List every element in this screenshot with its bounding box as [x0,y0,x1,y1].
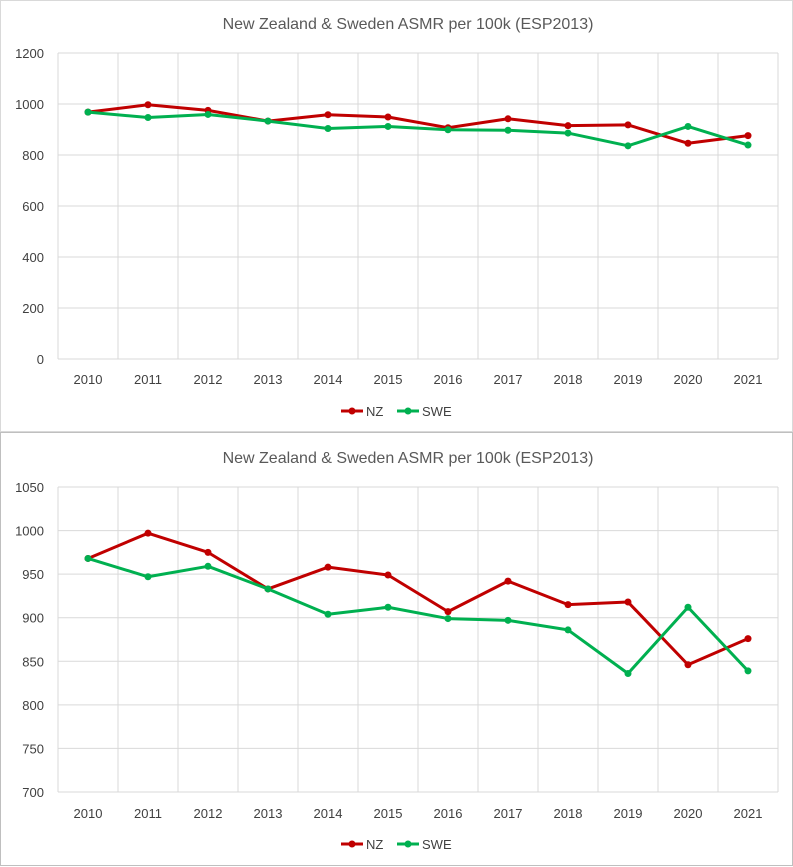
y-tick-label: 400 [22,250,44,265]
data-point-swe [144,114,152,122]
data-point-nz [204,548,212,556]
x-tick-label: 2019 [614,806,643,821]
y-tick-label: 0 [37,352,44,367]
legend-label-swe: SWE [422,837,452,852]
y-tick-label: 200 [22,301,44,316]
x-tick-label: 2012 [194,806,223,821]
chart-title: New Zealand & Sweden ASMR per 100k (ESP2… [223,450,594,467]
y-tick-label: 1200 [15,46,44,61]
data-point-nz [504,577,512,585]
y-tick-label: 1050 [15,480,44,495]
data-point-nz [384,113,392,121]
legend-label-swe: SWE [422,404,452,419]
data-point-swe [624,142,632,150]
data-point-nz [144,101,152,109]
x-tick-label: 2019 [614,372,643,387]
x-tick-label: 2014 [314,806,343,821]
chart-top: New Zealand & Sweden ASMR per 100k (ESP2… [15,16,779,419]
x-tick-label: 2016 [434,372,463,387]
y-tick-label: 700 [22,785,44,800]
y-tick-label: 1000 [15,524,44,539]
x-tick-label: 2020 [674,806,703,821]
x-tick-label: 2021 [734,806,763,821]
data-point-swe [324,124,332,132]
y-tick-label: 750 [22,741,44,756]
x-tick-label: 2015 [374,806,403,821]
data-point-swe [744,667,752,675]
x-tick-label: 2017 [494,372,523,387]
data-point-swe [204,562,212,570]
chart-bottom: New Zealand & Sweden ASMR per 100k (ESP2… [15,450,779,852]
data-point-nz [684,661,692,669]
data-point-nz [444,608,452,616]
data-point-swe [204,110,212,118]
series-line-swe [86,110,750,148]
x-tick-label: 2010 [74,372,103,387]
legend-marker-nz [348,840,356,848]
data-point-swe [324,610,332,618]
data-point-nz [324,563,332,571]
data-point-swe [564,626,572,634]
data-point-nz [144,529,152,537]
x-tick-label: 2018 [554,806,583,821]
x-tick-label: 2016 [434,806,463,821]
data-point-swe [264,117,272,125]
series-line-swe [86,556,750,675]
x-tick-label: 2011 [134,806,162,821]
x-tick-label: 2011 [134,372,162,387]
y-tick-label: 1000 [15,97,44,112]
data-point-swe [84,108,92,116]
data-point-nz [324,111,332,119]
data-point-swe [624,669,632,677]
data-point-nz [744,635,752,643]
data-point-swe [84,554,92,562]
data-point-nz [624,598,632,606]
data-point-swe [444,615,452,623]
data-point-swe [444,126,452,134]
legend-marker-swe [404,407,412,415]
data-point-swe [264,585,272,593]
y-tick-label: 900 [22,611,44,626]
y-tick-label: 950 [22,567,44,582]
series-line-nz [86,531,750,667]
data-point-nz [744,132,752,140]
x-tick-label: 2015 [374,372,403,387]
legend-label-nz: NZ [366,837,383,852]
x-tick-label: 2013 [254,372,283,387]
data-point-swe [144,573,152,581]
chart-panel-top: New Zealand & Sweden ASMR per 100k (ESP2… [0,0,793,432]
legend-label-nz: NZ [366,404,383,419]
data-point-swe [504,616,512,624]
series-line-nz [86,103,750,145]
y-tick-label: 800 [22,698,44,713]
x-tick-label: 2017 [494,806,523,821]
x-tick-label: 2013 [254,806,283,821]
data-point-nz [624,121,632,129]
data-point-nz [504,115,512,123]
x-tick-label: 2012 [194,372,223,387]
y-tick-label: 850 [22,654,44,669]
x-tick-label: 2020 [674,372,703,387]
chart-panel-bottom: New Zealand & Sweden ASMR per 100k (ESP2… [0,432,793,866]
data-point-swe [684,122,692,130]
x-tick-label: 2018 [554,372,583,387]
data-point-nz [564,122,572,130]
x-tick-label: 2021 [734,372,763,387]
legend-marker-nz [348,407,356,415]
data-point-nz [564,601,572,609]
data-point-swe [384,122,392,130]
y-tick-label: 800 [22,148,44,163]
y-tick-label: 600 [22,199,44,214]
chart-title: New Zealand & Sweden ASMR per 100k (ESP2… [223,16,594,33]
data-point-nz [384,571,392,579]
data-point-swe [684,603,692,611]
legend-marker-swe [404,840,412,848]
data-point-swe [504,126,512,134]
data-point-swe [384,603,392,611]
data-point-swe [564,129,572,137]
data-point-swe [744,141,752,149]
x-tick-label: 2010 [74,806,103,821]
x-tick-label: 2014 [314,372,343,387]
data-point-nz [684,139,692,147]
